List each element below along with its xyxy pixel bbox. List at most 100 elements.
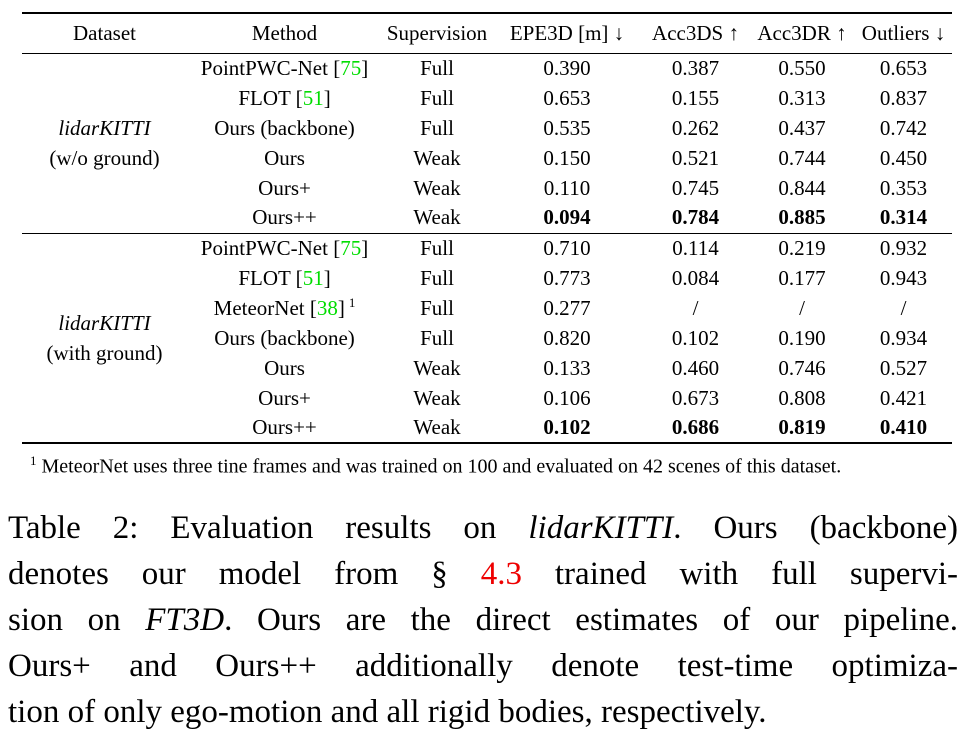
cell-outliers: 0.837 <box>879 85 928 110</box>
cell-epe3d: 0.150 <box>543 145 591 170</box>
method-name: FLOT [ <box>238 85 303 110</box>
method-name: Ours+ <box>258 175 311 200</box>
method-suffix: ] <box>361 235 369 260</box>
cell-supervision: Full <box>420 295 454 320</box>
table-footnote: 1 MeteorNet uses three tine frames and wa… <box>30 453 960 479</box>
table-row: Ours Weak 0.150 0.521 0.744 0.450 <box>22 143 952 173</box>
section-with-ground: lidarKITTI (with ground) PointPWC-Net [7… <box>22 233 952 443</box>
caption-text: Ours+ and Ours++ additionally denote tes… <box>8 647 958 684</box>
footnote-marker: 1 <box>30 453 37 468</box>
citation-link[interactable]: 51 <box>302 85 324 110</box>
cell-acc3ds: 0.521 <box>671 145 720 170</box>
caption-text: denotes our model from § <box>8 555 481 592</box>
cell-acc3ds: 0.745 <box>671 175 720 200</box>
section-ref-link[interactable]: 4.3 <box>480 555 522 592</box>
cell-supervision: Weak <box>413 415 461 439</box>
cell-method: Ours <box>187 353 382 383</box>
cell-method: PointPWC-Net [75] <box>187 233 382 263</box>
table-row: Ours (backbone) Full 0.535 0.262 0.437 0… <box>22 113 952 143</box>
cell-epe3d: 0.110 <box>543 175 591 200</box>
cell-supervision: Full <box>420 115 454 140</box>
section-wo-ground: lidarKITTI (w/o ground) PointPWC-Net [75… <box>22 53 952 233</box>
cell-acc3dr: 0.744 <box>778 145 826 170</box>
cell-epe3d: 0.390 <box>543 55 591 80</box>
cell-acc3ds: 0.262 <box>671 115 720 140</box>
table-row: Ours (backbone) Full 0.820 0.102 0.190 0… <box>22 323 952 353</box>
cell-epe3d: 0.820 <box>543 325 591 350</box>
cell-acc3ds: / <box>692 295 699 320</box>
table-row: Ours Weak 0.133 0.460 0.746 0.527 <box>22 353 952 383</box>
results-table-wrap: Dataset Method Supervision EPE3D [m] ↓ A… <box>22 12 952 444</box>
cell-acc3ds: 0.114 <box>672 235 719 260</box>
method-suffix: ] <box>361 55 369 80</box>
cell-acc3dr: 0.844 <box>778 175 826 200</box>
cell-method: PointPWC-Net [75] <box>187 53 382 83</box>
cell-supervision: Full <box>420 265 454 290</box>
table-row: FLOT [51] Full 0.773 0.084 0.177 0.943 <box>22 263 952 293</box>
method-name: Ours <box>264 145 305 170</box>
header-method: Method <box>251 20 318 45</box>
cell-method: Ours+ <box>187 383 382 413</box>
cell-method: Ours (backbone) <box>187 323 382 353</box>
citation-link[interactable]: 75 <box>340 235 362 260</box>
method-name: Ours++ <box>252 205 317 230</box>
cell-supervision: Full <box>420 325 454 350</box>
table-row: Ours++ Weak 0.102 0.686 0.819 0.410 <box>22 413 952 443</box>
cell-epe3d: 0.710 <box>543 235 591 260</box>
cell-acc3dr: 0.808 <box>778 385 826 410</box>
cell-supervision: Weak <box>413 205 461 230</box>
cell-epe3d: 0.106 <box>543 385 591 410</box>
dataset-subtitle: (w/o ground) <box>49 146 160 170</box>
cell-method: Ours <box>187 143 382 173</box>
table-row: Ours++ Weak 0.094 0.784 0.885 0.314 <box>22 203 952 233</box>
method-suffix: ] <box>337 296 345 320</box>
cell-acc3dr: 0.819 <box>778 415 826 439</box>
cell-outliers: 0.450 <box>879 145 928 170</box>
method-name: MeteorNet [ <box>213 296 317 320</box>
header-outliers: Outliers ↓ <box>861 20 946 45</box>
cell-acc3dr: 0.219 <box>778 235 826 260</box>
citation-link[interactable]: 75 <box>340 55 362 80</box>
table-row: FLOT [51] Full 0.653 0.155 0.313 0.837 <box>22 83 952 113</box>
method-name: FLOT [ <box>238 265 303 290</box>
cell-outliers: 0.314 <box>879 205 928 230</box>
caption-text: trained with full supervi- <box>521 555 958 592</box>
cell-acc3dr: 0.190 <box>778 325 826 350</box>
citation-link[interactable]: 51 <box>302 265 324 290</box>
citation-link[interactable]: 38 <box>316 296 338 320</box>
cell-epe3d: 0.094 <box>543 205 591 230</box>
table-row: lidarKITTI (with ground) PointPWC-Net [7… <box>22 233 952 365</box>
caption-line: sion on FT3D. Ours are the direct estima… <box>8 597 958 643</box>
cell-outliers: 0.934 <box>879 325 928 350</box>
method-name: PointPWC-Net [ <box>200 55 341 80</box>
cell-acc3ds: 0.102 <box>671 325 720 350</box>
cell-method: FLOT [51] <box>187 263 382 293</box>
caption-line: denotes our model from § 4.3 trained wit… <box>8 551 958 597</box>
cell-supervision: Weak <box>413 355 461 380</box>
cell-acc3ds: 0.460 <box>671 355 720 380</box>
cell-acc3dr: 0.550 <box>778 55 826 80</box>
cell-acc3dr: 0.885 <box>778 205 826 230</box>
dataset-name: lidarKITTI <box>58 116 151 140</box>
cell-acc3ds: 0.155 <box>671 85 720 110</box>
header-epe3d: EPE3D [m] ↓ <box>509 20 625 45</box>
cell-epe3d: 0.102 <box>543 415 591 439</box>
cell-supervision: Weak <box>413 175 461 200</box>
table-caption: Table 2: Evaluation results on lidarKITT… <box>8 505 958 735</box>
header-acc3dr: Acc3DR ↑ <box>757 20 847 45</box>
caption-line: tion of only ego-motion and all rigid bo… <box>8 689 958 735</box>
header-supervision: Supervision <box>386 20 488 45</box>
table-row: MeteorNet [38] 1 Full 0.277 / / / <box>22 293 952 323</box>
table-header-row: Dataset Method Supervision EPE3D [m] ↓ A… <box>22 13 952 53</box>
cell-acc3ds: 0.686 <box>671 415 720 439</box>
cell-outliers: 0.932 <box>879 235 928 260</box>
dataset-cell: lidarKITTI (w/o ground) <box>22 53 187 233</box>
method-name: Ours (backbone) <box>214 115 355 140</box>
cell-supervision: Full <box>420 85 454 110</box>
cell-epe3d: 0.653 <box>543 85 591 110</box>
table-row: Ours+ Weak 0.106 0.673 0.808 0.421 <box>22 383 952 413</box>
cell-outliers: 0.353 <box>879 175 928 200</box>
cell-supervision: Weak <box>413 385 461 410</box>
caption-text: tion of only ego-motion and all rigid bo… <box>8 693 767 730</box>
